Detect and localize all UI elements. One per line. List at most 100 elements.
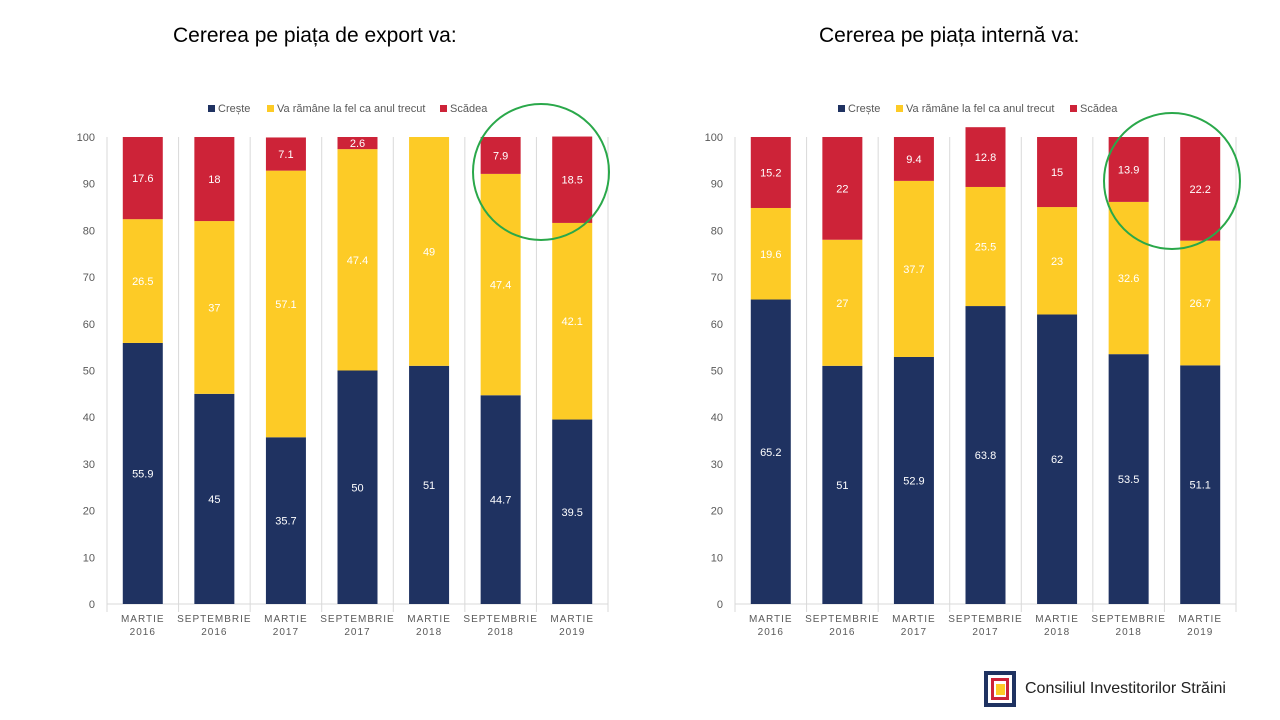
chart-title-export: Cererea pe piața de export va: <box>173 24 457 47</box>
data-label: 19.6 <box>760 249 781 261</box>
bar-segment <box>409 137 450 366</box>
highlight-circle <box>472 103 610 241</box>
data-label: 15 <box>1051 167 1063 179</box>
data-label: 25.5 <box>975 242 996 254</box>
x-tick-label: MARTIE <box>407 614 451 625</box>
bar-segment <box>822 365 863 604</box>
data-label: 7.9 <box>493 150 508 162</box>
x-tick-label: 2018 <box>488 627 514 638</box>
data-label: 37.7 <box>903 264 924 276</box>
y-tick-label: 70 <box>83 272 95 284</box>
x-tick-label: 2016 <box>130 627 156 638</box>
x-tick-label: SEPTEMBRIE <box>1091 614 1165 625</box>
data-label: 47.4 <box>490 280 511 292</box>
x-tick-label: SEPTEMBRIE <box>463 614 537 625</box>
bar-segment <box>1037 207 1078 315</box>
y-tick-label: 80 <box>83 225 95 237</box>
x-tick-label: 2016 <box>758 627 784 638</box>
x-tick-label: 2018 <box>1044 627 1070 638</box>
bar-segment <box>552 419 593 604</box>
data-label: 47.4 <box>347 255 368 267</box>
data-label: 42.1 <box>562 316 583 328</box>
data-label: 7.1 <box>278 149 293 161</box>
bar-segment <box>194 137 235 222</box>
bar-segment <box>122 342 163 604</box>
legend-swatch <box>267 105 274 112</box>
data-label: 13.9 <box>1118 164 1139 176</box>
y-tick-label: 0 <box>89 599 95 611</box>
x-tick-label: SEPTEMBRIE <box>320 614 394 625</box>
bar-segment <box>965 186 1006 307</box>
bar-segment <box>122 137 163 220</box>
x-tick-label: 2016 <box>829 627 855 638</box>
data-label: 26.7 <box>1190 298 1211 310</box>
legend-swatch <box>440 105 447 112</box>
y-tick-label: 30 <box>711 459 723 471</box>
y-tick-label: 20 <box>83 506 95 518</box>
data-label: 39.5 <box>562 507 583 519</box>
legend-swatch <box>896 105 903 112</box>
data-label: 32.6 <box>1118 273 1139 285</box>
y-tick-label: 10 <box>711 552 723 564</box>
bar-segment <box>337 370 378 604</box>
y-tick-label: 100 <box>705 132 723 144</box>
bar-segment <box>1108 201 1149 355</box>
y-tick-label: 60 <box>83 319 95 331</box>
bar-segment <box>337 149 378 371</box>
bar-segment <box>1180 240 1221 366</box>
bar-segment <box>194 393 235 604</box>
data-label: 65.2 <box>760 447 781 459</box>
x-tick-label: SEPTEMBRIE <box>177 614 251 625</box>
data-label: 23 <box>1051 256 1063 268</box>
x-tick-label: 2018 <box>1116 627 1142 638</box>
bar-segment <box>409 365 450 604</box>
highlight-circle <box>1103 112 1241 250</box>
data-label: 9.4 <box>906 154 921 166</box>
bar-segment <box>965 127 1006 187</box>
bar-segment <box>750 137 791 208</box>
y-tick-label: 30 <box>83 459 95 471</box>
legend-label: Crește <box>848 103 880 115</box>
y-tick-label: 60 <box>711 319 723 331</box>
x-tick-label: SEPTEMBRIE <box>948 614 1022 625</box>
bar-segment <box>480 137 521 174</box>
x-tick-label: 2018 <box>416 627 442 638</box>
data-label: 12.8 <box>975 152 996 164</box>
y-tick-label: 90 <box>711 179 723 191</box>
bar-segment <box>1037 137 1078 208</box>
x-tick-label: SEPTEMBRIE <box>805 614 879 625</box>
y-tick-label: 40 <box>83 412 95 424</box>
x-tick-label: 2017 <box>972 627 998 638</box>
data-label: 27 <box>836 298 848 310</box>
data-label: 51 <box>836 480 848 492</box>
data-label: 62 <box>1051 454 1063 466</box>
bar-segment <box>194 221 235 394</box>
bar-segment <box>265 137 306 171</box>
x-tick-label: MARTIE <box>892 614 936 625</box>
y-tick-label: 90 <box>83 179 95 191</box>
x-tick-label: MARTIE <box>264 614 308 625</box>
legend-swatch <box>838 105 845 112</box>
y-tick-label: 50 <box>711 366 723 378</box>
x-tick-label: 2017 <box>273 627 299 638</box>
data-label: 45 <box>208 494 220 506</box>
legend-label: Va rămâne la fel ca anul trecut <box>906 103 1054 115</box>
data-label: 55.9 <box>132 468 153 480</box>
bar-segment <box>1180 137 1221 241</box>
bar-segment <box>1108 137 1149 202</box>
fic-logo-icon <box>984 671 1016 707</box>
bar-segment <box>750 207 791 300</box>
data-label: 37 <box>208 302 220 314</box>
bar-segment <box>122 219 163 343</box>
data-label: 57.1 <box>275 299 296 311</box>
legend-label: Scădea <box>1080 103 1118 115</box>
bar-segment <box>552 222 593 420</box>
chart-title-domestic: Cererea pe piața internă va: <box>819 24 1080 47</box>
chart-1: 0 10 20 30 40 50 60 70 80 90 100 Crește Va rămâne la… <box>705 103 1241 638</box>
x-tick-label: MARTIE <box>1035 614 1079 625</box>
legend-label: Scădea <box>450 103 488 115</box>
data-label: 2.6 <box>350 138 365 150</box>
bar-segment <box>822 239 863 366</box>
legend-swatch <box>208 105 215 112</box>
